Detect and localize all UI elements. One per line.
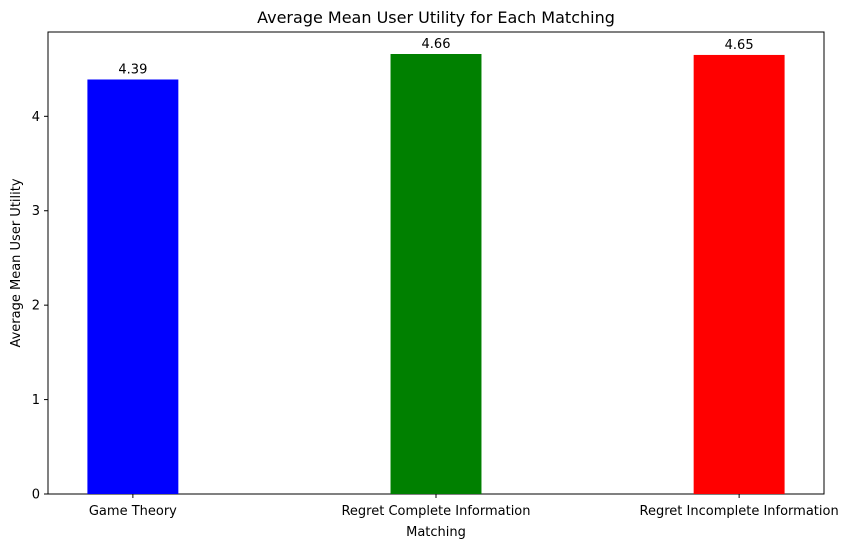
x-axis-ticks: Game Theory Regret Complete Information Re…: [89, 494, 839, 519]
x-tick-label: Game Theory: [89, 504, 177, 519]
x-tick-label: Regret Complete Information: [341, 504, 530, 519]
bars-layer: 4.39 4.66 4.65: [87, 37, 785, 494]
bar: [390, 54, 482, 494]
y-tick-label: 0: [32, 488, 40, 503]
y-axis-ticks: 0 1 2 3 4: [32, 110, 48, 503]
y-tick-label: 1: [32, 393, 40, 408]
chart-title: Average Mean User Utility for Each Match…: [257, 8, 615, 27]
y-tick-label: 3: [32, 204, 40, 219]
bar: [693, 54, 785, 494]
bar-value-label: 4.39: [118, 62, 147, 77]
bar-value-label: 4.66: [422, 37, 451, 52]
y-axis-label: Average Mean User Utility: [9, 178, 24, 347]
y-tick-label: 2: [32, 299, 40, 314]
x-axis-label: Matching: [406, 525, 466, 540]
x-tick-label: Regret Incomplete Information: [640, 504, 839, 519]
bar: [87, 79, 179, 494]
bar-value-label: 4.65: [725, 38, 754, 53]
y-tick-label: 4: [32, 110, 40, 125]
